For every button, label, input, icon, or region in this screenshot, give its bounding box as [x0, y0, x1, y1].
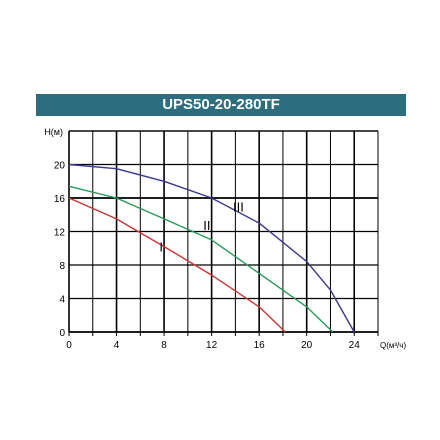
y-tick-label: 0: [59, 328, 65, 339]
y-tick-label: 12: [54, 228, 66, 239]
x-tick-label: 20: [301, 340, 313, 351]
series-group: [68, 163, 355, 333]
x-tick-label: 4: [114, 340, 120, 351]
curve-label-i: I: [159, 240, 163, 255]
x-tick-label: 12: [206, 340, 218, 351]
y-tick-label: 16: [54, 194, 66, 205]
series-line-iii: [68, 163, 355, 333]
x-tick-label: 24: [349, 340, 361, 351]
chart-title: UPS50-20-280TF: [36, 94, 406, 116]
axes: 0 4 8 12 16 20 24 0 4 8 12 16 20 H(м) Q(м³/ч): [44, 127, 406, 351]
series-line-ii: [68, 185, 334, 333]
curve-label-ii: II: [203, 218, 210, 233]
x-tick-label: 0: [66, 340, 72, 351]
series-line-i: [68, 197, 286, 333]
grid: [68, 130, 379, 333]
x-tick-label: 16: [254, 340, 266, 351]
y-tick-label: 8: [59, 261, 65, 272]
x-axis-label: Q(м³/ч): [380, 341, 406, 350]
curve-label-iii: III: [233, 199, 244, 214]
x-tick-label: 8: [161, 340, 167, 351]
y-tick-label: 4: [59, 295, 65, 306]
y-axis-label: H(м): [44, 127, 63, 137]
y-tick-label: 20: [54, 161, 66, 172]
